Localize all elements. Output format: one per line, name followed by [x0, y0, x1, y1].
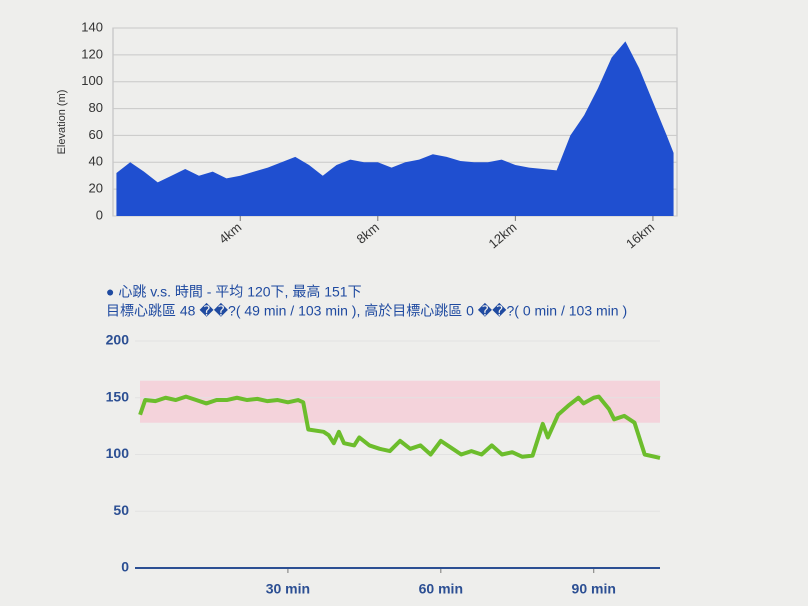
y-axis-label: Elevation (m): [56, 90, 68, 155]
heart-rate-line: [138, 394, 661, 460]
x-tick-label: 60 min: [419, 581, 463, 597]
x-tick-label: 12km: [486, 219, 520, 251]
chart-subtitle: 目標心跳區 48 ��?( 49 min / 103 min ), 高於目標心跳…: [106, 303, 627, 319]
x-tick-label: 30 min: [266, 581, 310, 597]
y-tick-label: 50: [113, 502, 129, 518]
x-tick-label: 4km: [216, 219, 244, 246]
y-tick-label: 80: [89, 100, 103, 115]
y-tick-label: 0: [121, 559, 129, 575]
elevation-area: [116, 41, 674, 216]
y-tick-label: 60: [89, 127, 103, 142]
y-tick-label: 200: [106, 332, 130, 348]
y-tick-label: 150: [106, 388, 130, 404]
x-tick-label: 90 min: [572, 581, 616, 597]
x-tick-label: 8km: [353, 219, 381, 246]
y-tick-label: 0: [96, 207, 103, 222]
y-tick-label: 100: [81, 73, 103, 88]
y-tick-label: 140: [81, 19, 103, 34]
chart-title: ● 心跳 v.s. 時間 - 平均 120下, 最高 151下: [106, 284, 362, 300]
y-tick-label: 40: [89, 154, 103, 169]
y-tick-label: 20: [89, 181, 103, 196]
x-tick-label: 16km: [623, 219, 657, 251]
y-tick-label: 100: [106, 445, 130, 461]
y-tick-label: 120: [81, 46, 103, 61]
